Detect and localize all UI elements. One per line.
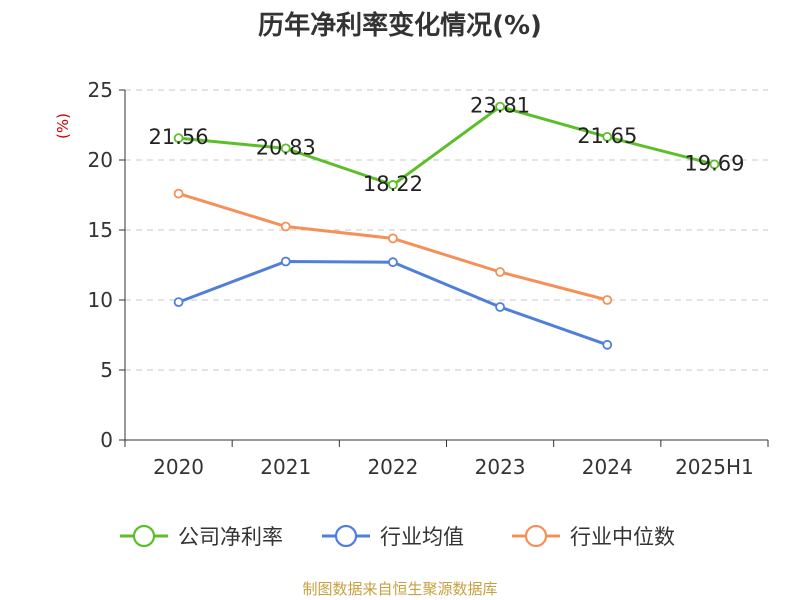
series-line [178,105,715,187]
data-label: 18.22 [363,172,423,196]
data-point[interactable] [602,295,613,305]
legend-label: 公司净利率 [178,525,283,549]
data-point[interactable] [709,159,720,170]
data-point[interactable] [602,131,613,142]
data-label: 23.81 [470,94,530,118]
x-tick-label: 2023 [475,455,526,479]
x-tick-label: 2022 [367,455,418,479]
series-line [178,192,608,302]
legend-marker [334,524,358,548]
data-point[interactable] [280,256,291,267]
series-line [178,260,608,347]
legend-label: 行业均值 [380,525,464,549]
data-point[interactable] [388,257,398,268]
x-tick-label: 2021 [260,455,311,479]
legend-item[interactable]: 行业均值 [322,524,464,549]
x-tick-label: 2025H1 [675,455,754,479]
data-point[interactable] [173,297,184,308]
grid-lines [125,89,768,371]
y-tick-label: 15 [88,218,113,242]
x-tick-label: 2020 [153,455,204,479]
source-note: 制图数据来自恒生聚源数据库 [302,580,497,598]
data-point[interactable] [495,267,505,277]
series-group [173,101,720,350]
data-point[interactable] [495,302,505,312]
legend-label: 行业中位数 [570,525,675,549]
legend-marker [132,524,156,548]
legend-item[interactable]: 行业中位数 [512,524,675,549]
data-label: 21.56 [149,125,209,149]
legend-item[interactable]: 公司净利率 [120,524,283,549]
x-tick-label: 2024 [582,455,633,479]
y-tick-label: 25 [88,78,113,102]
data-point[interactable] [173,133,184,144]
legend[interactable]: 公司净利率 行业均值 行业中位数 [120,524,675,549]
data-point[interactable] [388,180,398,190]
y-tick-label: 20 [88,148,113,172]
data-point[interactable] [495,101,505,112]
data-label: 19.69 [684,151,744,175]
y-tick-label: 10 [88,288,113,312]
data-label: 20.83 [256,135,316,159]
legend-marker [524,524,548,548]
y-tick-label: 0 [100,428,113,452]
x-ticks: 2020 2021 2022 2023 2024 2025H1 [124,440,769,479]
data-point[interactable] [280,221,291,232]
chart-title: 历年净利率变化情况(%) [258,10,542,41]
data-labels: 21.56 20.83 18.22 23.81 21.65 19.69 [149,94,745,196]
y-ticks: 0 5 10 15 20 25 [88,78,125,452]
data-point[interactable] [280,143,291,154]
data-point[interactable] [388,233,398,244]
data-point[interactable] [602,339,613,350]
y-tick-label: 5 [100,358,113,382]
data-label: 21.65 [577,124,637,148]
data-point[interactable] [173,188,184,199]
y-axis-label: (%) [54,113,72,139]
